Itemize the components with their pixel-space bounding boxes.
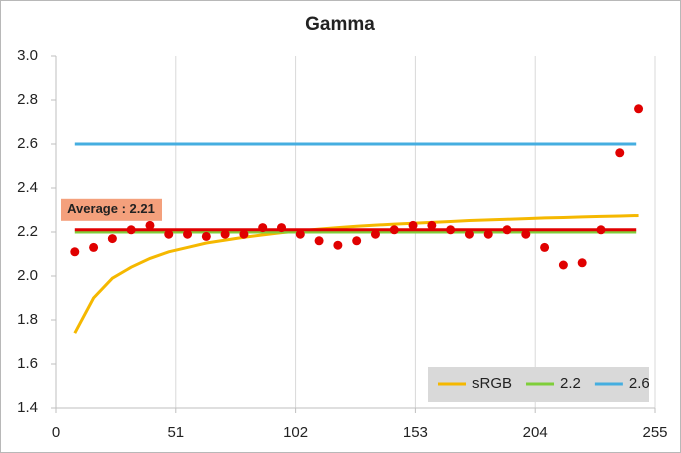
data-point xyxy=(502,225,512,235)
data-point xyxy=(258,223,268,233)
series-line xyxy=(73,214,639,334)
data-point xyxy=(483,229,493,239)
x-tick-label: 102 xyxy=(283,424,308,441)
data-point xyxy=(521,229,531,239)
data-point xyxy=(408,220,418,230)
data-point xyxy=(314,236,324,246)
data-point xyxy=(239,229,249,239)
data-point xyxy=(615,148,625,158)
legend-label: 2.2 xyxy=(560,375,581,392)
data-point xyxy=(277,223,287,233)
data-point xyxy=(126,225,136,235)
data-point xyxy=(634,104,644,114)
data-point xyxy=(333,240,343,250)
average-label: Average : 2.21 xyxy=(67,201,155,216)
y-tick-label: 2.2 xyxy=(17,223,38,240)
x-tick-label: 204 xyxy=(523,424,548,441)
data-point xyxy=(596,225,606,235)
data-point xyxy=(220,229,230,239)
x-tick-label: 0 xyxy=(52,424,60,441)
data-point xyxy=(389,225,399,235)
legend-label: sRGB xyxy=(472,375,512,392)
data-point xyxy=(427,220,437,230)
average-label-bg xyxy=(61,198,162,221)
data-point xyxy=(70,247,80,257)
x-tick-label: 255 xyxy=(642,424,667,441)
y-tick-label: 2.8 xyxy=(17,91,38,108)
data-point xyxy=(89,242,99,252)
y-tick-label: 2.0 xyxy=(17,267,38,284)
legend-label: 2.6 xyxy=(629,375,650,392)
x-tick-label: 153 xyxy=(403,424,428,441)
data-point xyxy=(540,242,550,252)
y-tick-label: 1.8 xyxy=(17,311,38,328)
y-tick-label: 2.6 xyxy=(17,135,38,152)
y-tick-label: 1.4 xyxy=(17,399,38,416)
data-point xyxy=(295,229,305,239)
y-tick-label: 3.0 xyxy=(17,47,38,64)
data-point xyxy=(577,258,587,268)
data-point xyxy=(464,229,474,239)
data-point xyxy=(201,231,211,241)
data-point xyxy=(370,229,380,239)
chart-title: Gamma xyxy=(305,14,375,35)
data-point xyxy=(558,260,568,270)
data-point xyxy=(352,236,362,246)
x-tick-label: 51 xyxy=(167,424,184,441)
data-point xyxy=(107,234,117,244)
data-point xyxy=(446,225,456,235)
data-point xyxy=(145,220,155,230)
data-point xyxy=(183,229,193,239)
y-tick-label: 2.4 xyxy=(17,179,38,196)
y-tick-label: 1.6 xyxy=(17,355,38,372)
data-point xyxy=(164,229,174,239)
